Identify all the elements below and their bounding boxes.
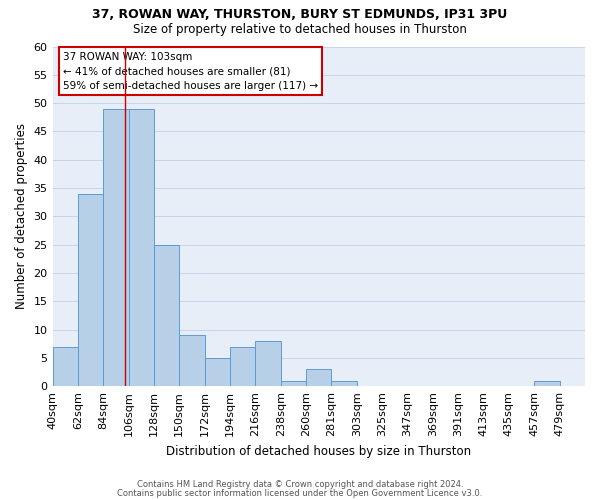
Bar [53, 346, 78, 386]
Bar [281, 380, 306, 386]
Text: 37, ROWAN WAY, THURSTON, BURY ST EDMUNDS, IP31 3PU: 37, ROWAN WAY, THURSTON, BURY ST EDMUNDS… [92, 8, 508, 20]
Text: Contains HM Land Registry data © Crown copyright and database right 2024.: Contains HM Land Registry data © Crown c… [137, 480, 463, 489]
Text: 37 ROWAN WAY: 103sqm
← 41% of detached houses are smaller (81)
59% of semi-detac: 37 ROWAN WAY: 103sqm ← 41% of detached h… [63, 52, 319, 91]
Bar [534, 380, 560, 386]
Bar [179, 335, 205, 386]
Text: Size of property relative to detached houses in Thurston: Size of property relative to detached ho… [133, 22, 467, 36]
Bar [306, 369, 331, 386]
Text: Contains public sector information licensed under the Open Government Licence v3: Contains public sector information licen… [118, 490, 482, 498]
Bar [78, 194, 103, 386]
Bar [256, 341, 281, 386]
Bar [205, 358, 230, 386]
Bar [331, 380, 357, 386]
Y-axis label: Number of detached properties: Number of detached properties [15, 124, 28, 310]
Bar [230, 346, 256, 386]
Bar [154, 244, 179, 386]
Bar [128, 109, 154, 386]
X-axis label: Distribution of detached houses by size in Thurston: Distribution of detached houses by size … [166, 444, 472, 458]
Bar [103, 109, 128, 386]
